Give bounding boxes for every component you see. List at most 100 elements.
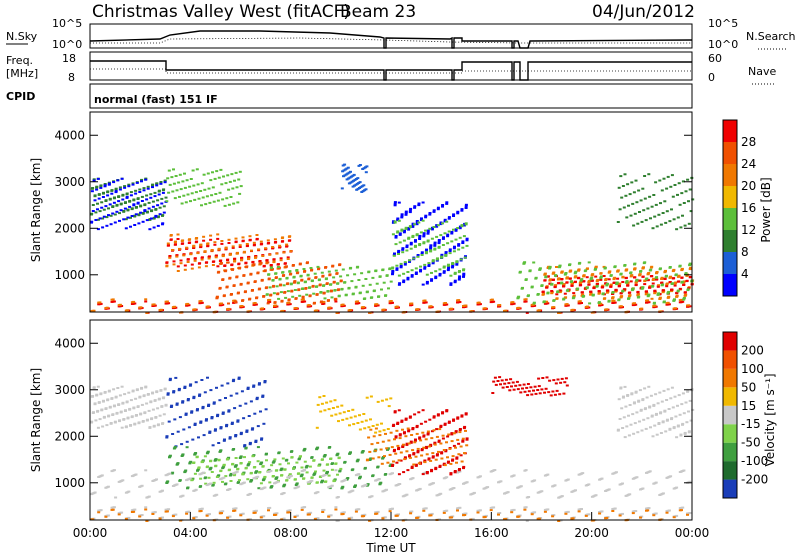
data-cell bbox=[525, 311, 529, 314]
data-cell bbox=[181, 180, 185, 183]
data-cell bbox=[168, 256, 172, 259]
data-cell bbox=[350, 280, 354, 283]
data-cell bbox=[411, 428, 415, 431]
data-cell bbox=[349, 266, 353, 269]
data-cell bbox=[225, 285, 229, 288]
data-cell bbox=[680, 276, 684, 279]
data-cell bbox=[134, 397, 138, 400]
data-cell bbox=[433, 243, 437, 246]
data-cell bbox=[429, 305, 433, 308]
data-cell bbox=[446, 269, 450, 272]
data-cell bbox=[134, 473, 138, 476]
data-cell bbox=[340, 187, 344, 190]
data-cell bbox=[226, 516, 230, 519]
data-cell bbox=[389, 280, 393, 283]
data-cell bbox=[255, 398, 259, 401]
data-cell bbox=[231, 187, 235, 190]
data-cell bbox=[269, 293, 273, 296]
data-cell bbox=[107, 207, 110, 210]
data-cell bbox=[278, 244, 282, 247]
data-cell bbox=[255, 396, 259, 399]
data-cell bbox=[658, 296, 662, 299]
data-cell bbox=[118, 219, 121, 222]
data-cell bbox=[504, 518, 508, 521]
data-cell bbox=[155, 184, 159, 187]
data-cell bbox=[181, 453, 185, 456]
data-cell bbox=[439, 223, 443, 226]
data-cell bbox=[552, 278, 555, 281]
data-cell bbox=[189, 200, 192, 203]
data-cell bbox=[220, 183, 224, 186]
data-cell bbox=[95, 393, 99, 396]
data-cell bbox=[673, 184, 677, 186]
data-cell bbox=[430, 278, 434, 281]
colorbar-swatch bbox=[723, 120, 737, 142]
data-cell bbox=[96, 409, 100, 412]
data-cell bbox=[171, 433, 175, 435]
data-cell bbox=[212, 200, 216, 203]
data-cell bbox=[398, 433, 402, 436]
data-cell bbox=[627, 414, 630, 417]
power-panel-frame bbox=[89, 111, 693, 313]
data-cell bbox=[649, 268, 653, 271]
data-cell bbox=[192, 517, 196, 520]
data-cell bbox=[195, 237, 199, 239]
data-cell bbox=[96, 218, 100, 221]
data-cell bbox=[669, 275, 673, 278]
data-cell bbox=[132, 510, 136, 513]
data-cell bbox=[633, 401, 636, 404]
data-cell bbox=[250, 428, 254, 431]
data-cell bbox=[197, 466, 201, 469]
data-cell bbox=[456, 212, 460, 215]
data-cell bbox=[617, 298, 621, 301]
data-cell bbox=[182, 254, 186, 257]
data-cell bbox=[633, 302, 636, 305]
data-cell bbox=[429, 247, 433, 250]
data-cell bbox=[145, 520, 149, 522]
colorbar-tick: 8 bbox=[741, 245, 749, 259]
data-cell bbox=[262, 422, 266, 425]
data-cell bbox=[330, 289, 333, 292]
data-cell bbox=[273, 238, 277, 241]
data-cell bbox=[397, 448, 400, 451]
data-cell bbox=[682, 283, 686, 286]
data-cell bbox=[435, 225, 439, 228]
data-cell bbox=[421, 201, 425, 204]
data-cell bbox=[169, 238, 173, 241]
data-cell bbox=[112, 388, 116, 391]
data-cell bbox=[461, 240, 465, 243]
data-cell bbox=[111, 413, 115, 416]
data-cell bbox=[405, 246, 409, 249]
data-cell bbox=[333, 289, 337, 291]
data-cell bbox=[166, 177, 170, 180]
data-cell bbox=[681, 214, 684, 217]
data-cell bbox=[527, 390, 531, 393]
data-cell bbox=[99, 302, 103, 305]
data-cell bbox=[211, 483, 215, 486]
data-cell bbox=[320, 271, 324, 274]
data-cell bbox=[587, 261, 591, 264]
data-cell bbox=[97, 197, 101, 200]
data-cell bbox=[375, 423, 379, 426]
data-cell bbox=[109, 214, 113, 217]
data-cell bbox=[398, 434, 402, 437]
data-cell bbox=[290, 456, 294, 459]
data-cell bbox=[449, 274, 453, 277]
data-cell bbox=[235, 470, 239, 473]
data-cell bbox=[106, 190, 110, 193]
colorbar-frame bbox=[722, 331, 738, 499]
data-cell bbox=[393, 252, 396, 255]
data-cell bbox=[273, 301, 277, 304]
data-cell bbox=[399, 264, 403, 267]
data-cell bbox=[645, 292, 649, 294]
data-cell bbox=[252, 454, 256, 457]
data-cell bbox=[382, 308, 386, 311]
data-cell bbox=[351, 468, 355, 471]
data-cell bbox=[105, 424, 109, 427]
data-cell bbox=[248, 441, 252, 444]
data-cell bbox=[393, 201, 397, 204]
data-cell bbox=[193, 259, 197, 262]
data-cell bbox=[549, 278, 552, 281]
data-cell bbox=[248, 297, 252, 300]
data-cell bbox=[109, 223, 113, 226]
